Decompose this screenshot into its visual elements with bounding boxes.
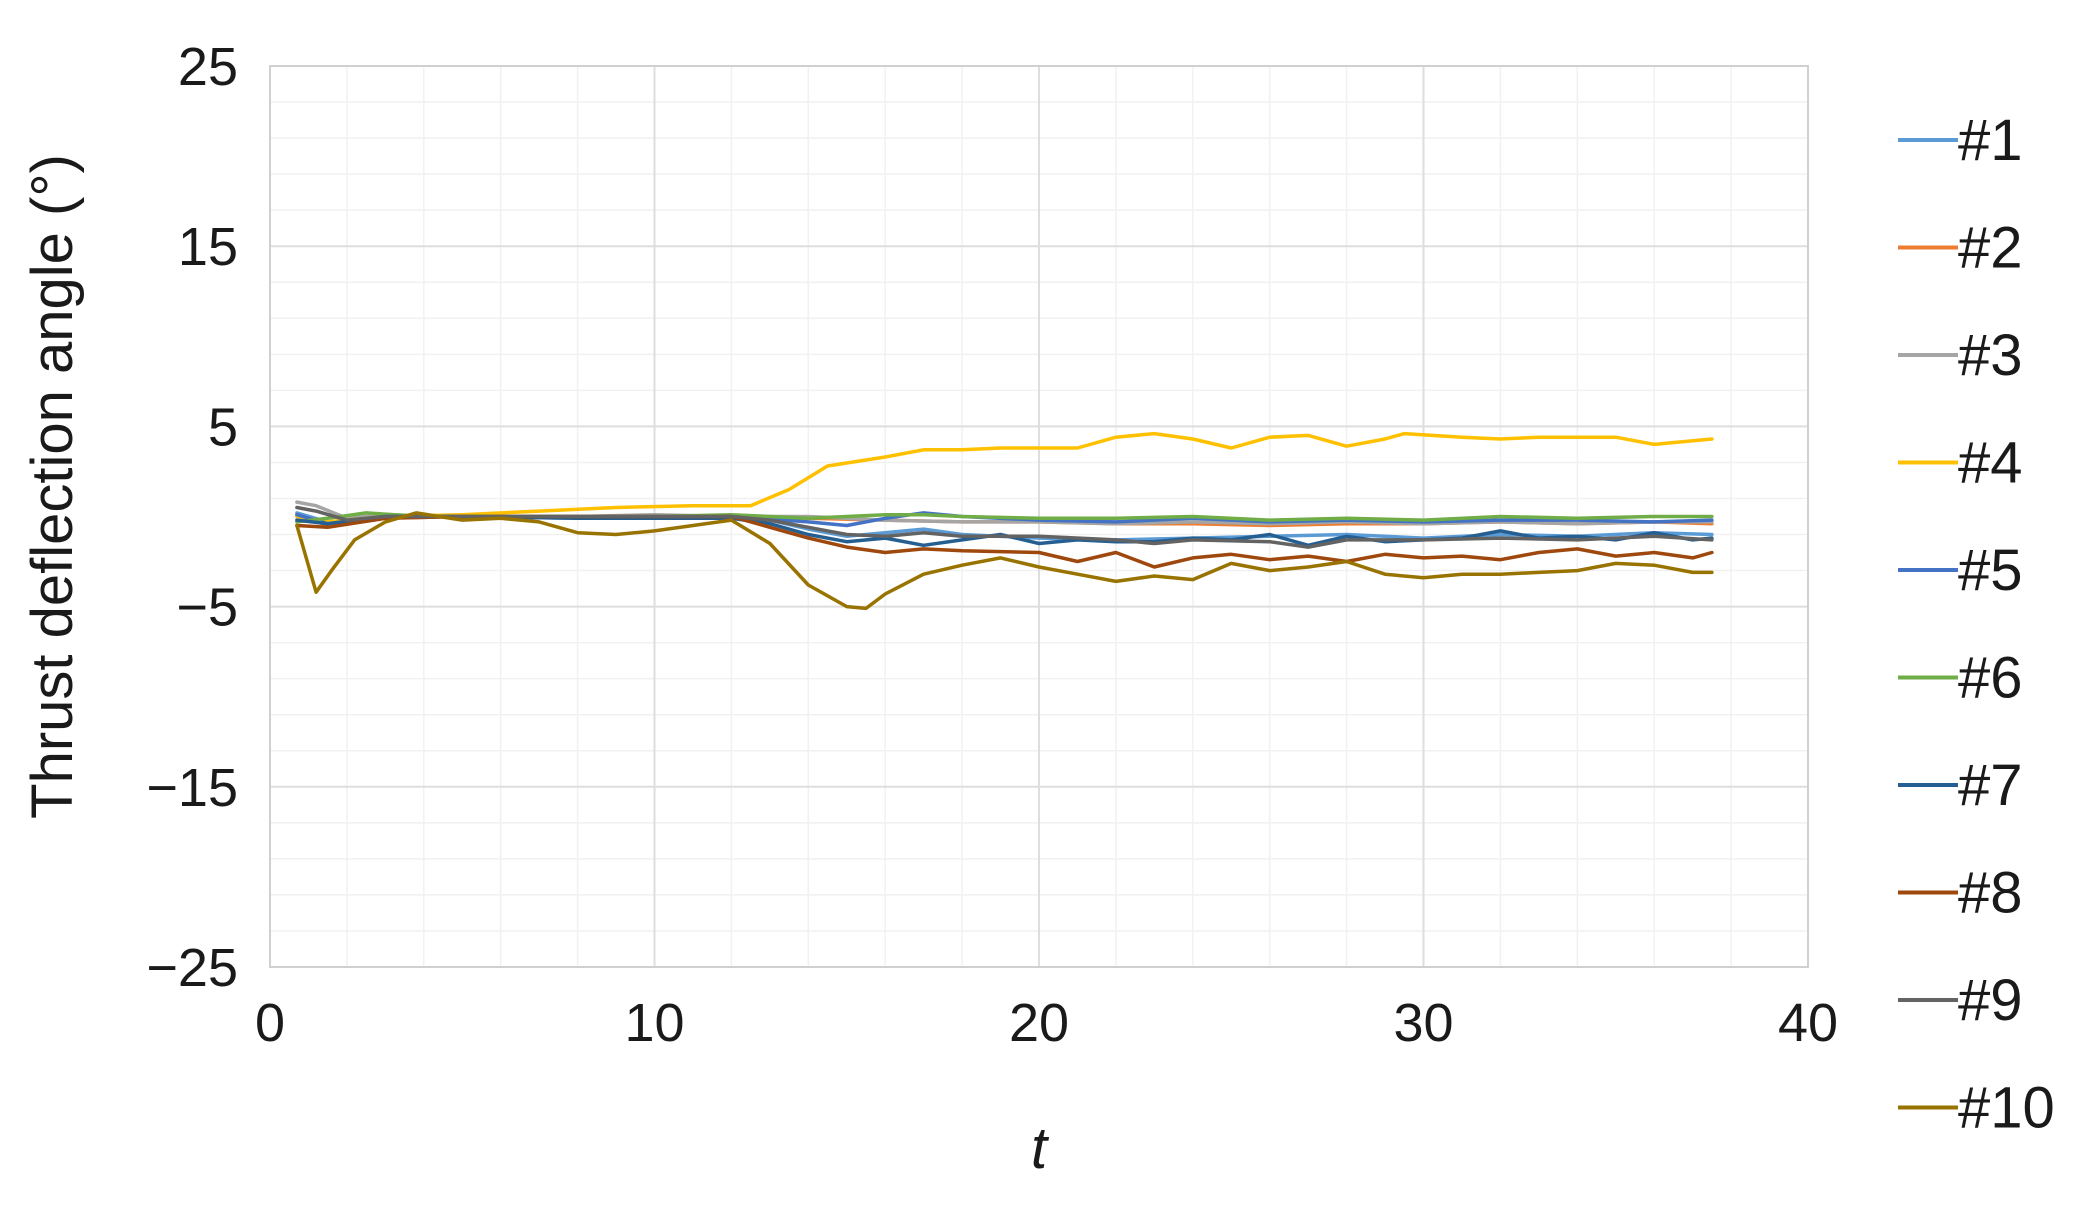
legend-label: #1 (1958, 108, 2023, 173)
legend-label: #5 (1958, 538, 2023, 603)
y-tick-labels: −25 −15 −5 5 15 25 (146, 37, 238, 998)
y-tick-label: 5 (208, 397, 238, 457)
plot-area-border (269, 65, 1809, 968)
y-tick-label: −5 (176, 578, 238, 638)
legend: #1 #2 #3 #4 #5 #6 #7 #8 #9 #10 (1898, 108, 2055, 1141)
y-axis-title: Thrust deflection angle (°) (20, 154, 85, 819)
y-tick-label: 15 (178, 217, 238, 277)
legend-label: #3 (1958, 323, 2023, 388)
legend-label: #6 (1958, 646, 2023, 711)
legend-label: #4 (1958, 431, 2023, 496)
x-tick-label: 0 (255, 993, 285, 1053)
series-line-7 (295, 514, 1714, 548)
legend-label: #2 (1958, 216, 2023, 281)
x-axis-title: t (1031, 1116, 1050, 1181)
legend-label: #7 (1958, 753, 2023, 818)
y-tick-label: −25 (146, 938, 238, 998)
series-lines (295, 431, 1714, 611)
series-line-9 (295, 505, 1714, 549)
x-tick-label: 30 (1393, 993, 1453, 1053)
legend-label: #10 (1958, 1076, 2055, 1141)
x-tick-label: 40 (1778, 993, 1838, 1053)
y-tick-label: −15 (146, 758, 238, 818)
x-tick-labels: 0 10 20 30 40 (255, 993, 1838, 1053)
series-line-4 (295, 431, 1714, 524)
x-tick-label: 10 (624, 993, 684, 1053)
series-line-10 (295, 511, 1714, 611)
x-tick-label: 20 (1009, 993, 1069, 1053)
y-tick-label: 25 (178, 37, 238, 97)
legend-label: #8 (1958, 861, 2023, 926)
legend-label: #9 (1958, 968, 2023, 1033)
